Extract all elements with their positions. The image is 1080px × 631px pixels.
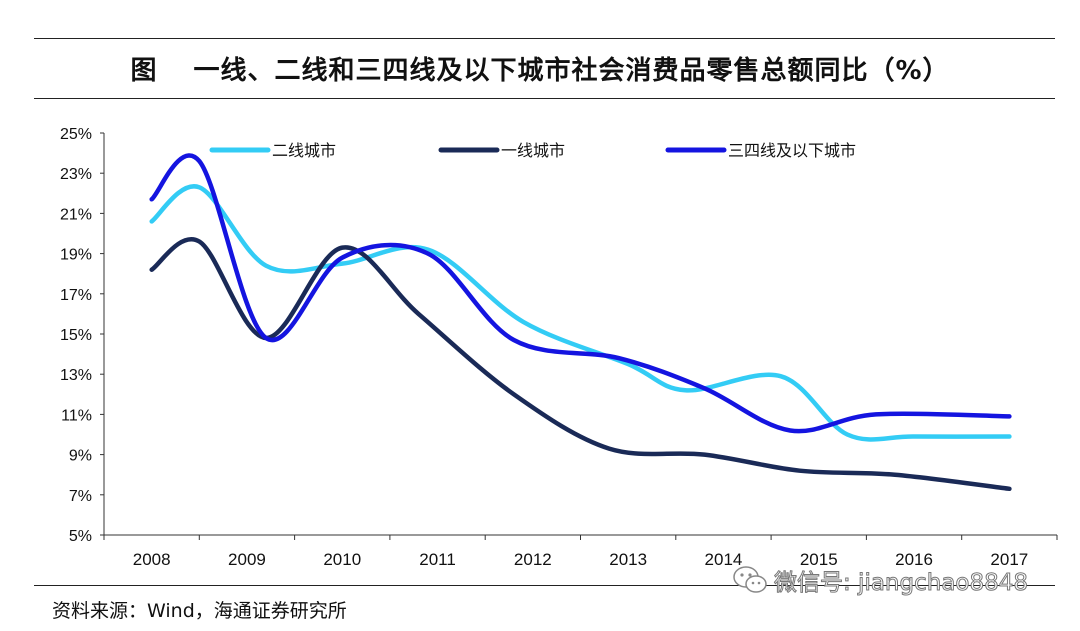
y-tick-label: 9%	[69, 448, 92, 465]
title-text: 一线、二线和三四线及以下城市社会消费品零售总额同比（%）	[193, 56, 950, 86]
x-tick-label: 2013	[609, 550, 647, 569]
chart-series	[149, 153, 1012, 492]
watermark-text: 微信号: jiangchao8848	[773, 570, 1029, 597]
line-chart: 5% 7% 9% 11% 13% 15% 17% 19% 21% 23% 25% 2008 2009 20…	[60, 126, 1058, 569]
x-tick-label: 2016	[895, 550, 933, 569]
title-prefix: 图	[130, 56, 158, 86]
watermark: 微信号: jiangchao8848	[732, 563, 1029, 597]
source-note: 资料来源：Wind，海通证券研究所	[52, 600, 347, 622]
legend-label-1: 一线城市	[501, 141, 565, 160]
chart-title: 图 一线、二线和三四线及以下城市社会消费品零售总额同比（%）	[0, 50, 1080, 87]
x-tick-label: 2017	[990, 550, 1028, 569]
x-tick-label: 2012	[514, 550, 552, 569]
title-bottom-rule	[34, 98, 1055, 99]
y-tick-label: 7%	[69, 488, 92, 505]
title-top-rule	[34, 38, 1055, 39]
x-tick-label: 2010	[323, 550, 361, 569]
legend-label-2: 三四线及以下城市	[728, 141, 856, 160]
y-tick-label: 15%	[60, 327, 92, 344]
y-tick-label: 21%	[60, 206, 92, 223]
x-tick-label: 2008	[133, 550, 171, 569]
y-tick-label: 11%	[61, 407, 92, 424]
wechat-icon	[733, 566, 767, 593]
y-tick-label: 23%	[60, 166, 92, 183]
x-tick-label: 2015	[800, 550, 838, 569]
source-rule	[34, 585, 1055, 586]
series-line-1	[149, 237, 1012, 492]
y-tick-label: 13%	[60, 367, 92, 384]
x-tick-label: 2009	[228, 550, 266, 569]
x-tick-label: 2014	[705, 550, 743, 569]
series-line-0	[149, 184, 1012, 442]
x-tick-label: 2011	[419, 550, 456, 569]
series-line-2	[149, 153, 1012, 434]
legend-label-0: 二线城市	[272, 141, 336, 160]
y-tick-label: 17%	[60, 287, 92, 304]
y-tick-label: 19%	[60, 247, 92, 264]
chart-axes: 5% 7% 9% 11% 13% 15% 17% 19% 21% 23% 25% 2008 2009 20…	[60, 126, 1058, 569]
y-tick-label: 25%	[60, 126, 92, 143]
chart-legend: 二线城市 一线城市 三四线及以下城市	[209, 141, 856, 160]
y-tick-label: 5%	[69, 528, 92, 545]
